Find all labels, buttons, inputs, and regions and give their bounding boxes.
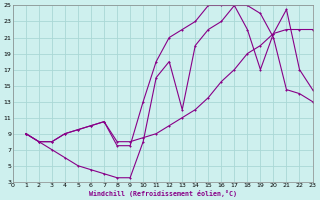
X-axis label: Windchill (Refroidissement éolien,°C): Windchill (Refroidissement éolien,°C) (89, 190, 237, 197)
